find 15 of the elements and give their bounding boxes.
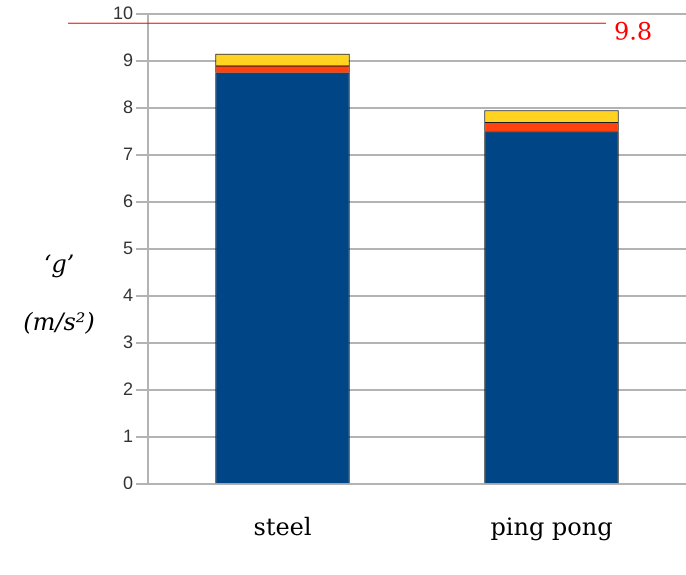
y-tick-label: 3 — [123, 332, 134, 352]
y-tick-label: 9 — [123, 50, 134, 70]
y-tick-label: 0 — [123, 473, 134, 494]
y-tick-label: 1 — [123, 426, 134, 446]
x-tick-label: steel — [253, 512, 312, 541]
text: ‘g’ (m/s²) — [23, 250, 95, 336]
x-tick-label: ping pong — [490, 512, 613, 541]
y-tick-label: 2 — [123, 379, 134, 400]
y-tick-label: 7 — [123, 144, 134, 164]
y-tick-label: 5 — [123, 238, 134, 258]
y-tick-label: 8 — [123, 96, 134, 117]
ref-line-label: 9.8 — [614, 17, 652, 46]
y-tick-label: 6 — [123, 190, 134, 211]
y-tick-label: 10 — [112, 2, 134, 23]
y-tick-label: 4 — [123, 285, 134, 306]
